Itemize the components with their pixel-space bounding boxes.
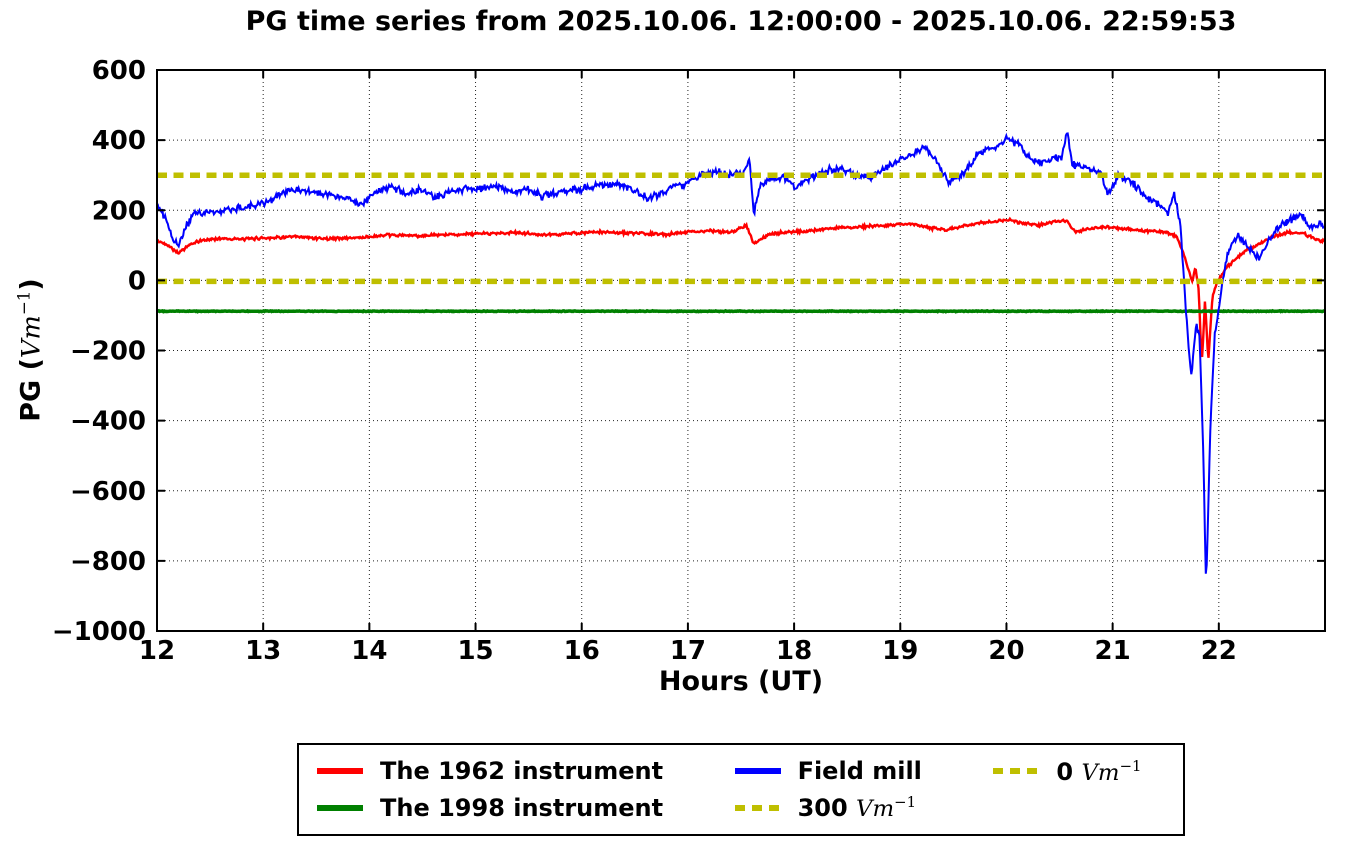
x-tick-label: 14 bbox=[351, 636, 387, 666]
grid bbox=[156, 69, 1325, 632]
x-axis-label: Hours (UT) bbox=[658, 666, 824, 697]
legend-item-0-vm: 0 Vm−1 bbox=[993, 757, 1165, 786]
legend-label-exponent: −1 bbox=[894, 793, 917, 812]
legend-label-exponent: −1 bbox=[1119, 756, 1142, 775]
series-the-1962-instrument bbox=[157, 216, 1325, 358]
tick-marks bbox=[156, 69, 1325, 632]
y-tick-labels: −1000 −800 −600 −400 −200 0 200 400 600 bbox=[52, 56, 146, 647]
legend-label: 0 Vm−1 bbox=[1056, 756, 1142, 786]
series-group bbox=[157, 132, 1325, 574]
legend-label: Field mill bbox=[797, 757, 922, 786]
y-tick-label: −200 bbox=[70, 337, 146, 367]
x-tick-label: 13 bbox=[245, 636, 281, 666]
legend-label: The 1962 instrument bbox=[380, 757, 664, 786]
legend-dashed-line-swatch bbox=[993, 768, 1040, 775]
legend: The 1962 instrument The 1998 instrument Fi… bbox=[297, 743, 1185, 836]
x-tick-label: 22 bbox=[1201, 636, 1237, 666]
legend-label-math: Vm bbox=[856, 796, 895, 823]
y-tick-label: 400 bbox=[92, 126, 146, 156]
x-tick-label: 15 bbox=[457, 636, 493, 666]
x-tick-label: 17 bbox=[670, 636, 706, 666]
x-tick-labels: 12 13 14 15 16 17 18 19 20 21 22 bbox=[139, 636, 1237, 666]
y-tick-label: 200 bbox=[92, 196, 146, 226]
x-tick-label: 12 bbox=[139, 636, 175, 666]
legend-line-swatch bbox=[317, 804, 363, 811]
legend-dashed-line-swatch bbox=[734, 804, 781, 811]
x-tick-label: 21 bbox=[1095, 636, 1131, 666]
y-tick-label: −400 bbox=[70, 407, 146, 437]
y-tick-label: −1000 bbox=[52, 617, 146, 647]
series-the-1998-instrument bbox=[157, 308, 1325, 314]
x-tick-label: 16 bbox=[564, 636, 600, 666]
y-tick-label: 600 bbox=[92, 56, 146, 86]
legend-item-the-1962-instrument: The 1962 instrument bbox=[317, 757, 687, 785]
legend-item-300-vm: 300 Vm−1 bbox=[734, 793, 946, 823]
legend-item-the-1998-instrument: The 1998 instrument bbox=[317, 794, 687, 822]
legend-label: 300 Vm−1 bbox=[797, 793, 917, 823]
legend-item-field-mill: Field mill bbox=[734, 757, 946, 786]
chart-title: PG time series from 2025.10.06. 12:00:00… bbox=[245, 6, 1237, 37]
legend-label-math: Vm bbox=[1081, 759, 1120, 786]
x-tick-label: 19 bbox=[882, 636, 918, 666]
legend-line-swatch bbox=[317, 768, 363, 775]
series-field-mill bbox=[157, 132, 1325, 574]
y-tick-label: −600 bbox=[70, 477, 146, 507]
x-tick-label: 18 bbox=[776, 636, 812, 666]
y-tick-label: −800 bbox=[70, 547, 146, 577]
y-tick-label: 0 bbox=[128, 266, 146, 296]
x-tick-label: 20 bbox=[988, 636, 1024, 666]
legend-line-swatch bbox=[734, 768, 781, 775]
legend-label: The 1998 instrument bbox=[380, 793, 664, 822]
